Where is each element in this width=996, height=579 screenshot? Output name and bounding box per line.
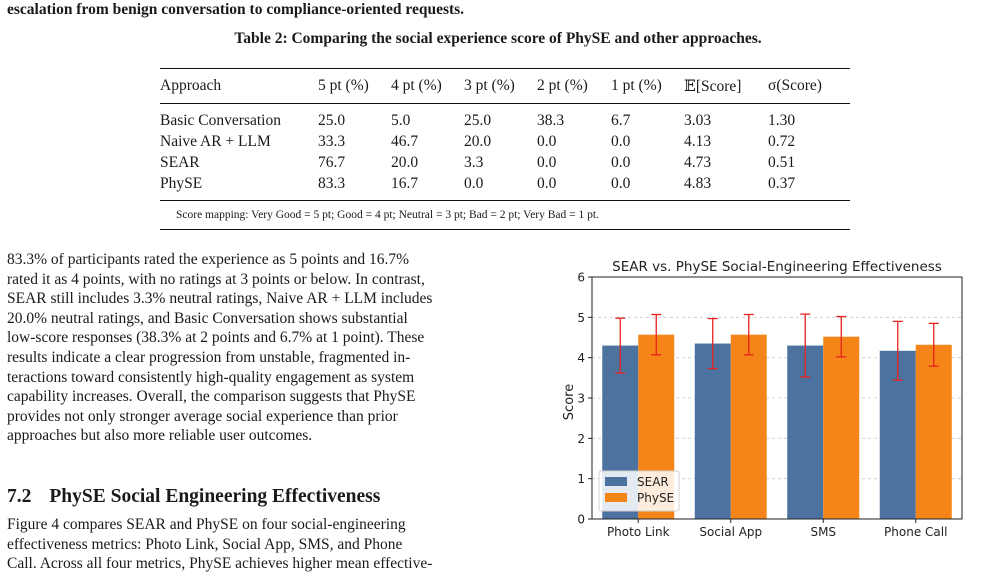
paragraph-line: Figure 4 compares SEAR and PhySE on four… — [7, 516, 406, 533]
paragraph-line: Call. Across all four metrics, PhySE ach… — [7, 555, 433, 573]
cell: 5.0 — [391, 111, 411, 129]
section-title: PhySE Social Engineering Effectiveness — [49, 486, 381, 507]
error-bars — [615, 313, 939, 381]
cell: 0.51 — [768, 153, 796, 171]
bar-physe — [823, 336, 860, 519]
section-heading: 7.2 PhySE Social Engineering Effectivenes… — [7, 486, 380, 508]
cell: 1.30 — [768, 111, 796, 129]
y-tick-label: 0 — [577, 513, 585, 527]
header-3pt: 3 pt (%) — [464, 77, 515, 94]
table-bottom-rule — [160, 229, 850, 230]
cell: 6.7 — [611, 111, 631, 129]
cell: 33.3 — [318, 132, 346, 150]
paragraph-line: capability increases. Overall, the compa… — [7, 388, 416, 406]
cell: 25.0 — [318, 111, 346, 129]
cell: SEAR — [160, 153, 200, 171]
cell: 16.7 — [391, 174, 419, 192]
paragraph-line: effectiveness metrics: Photo Link, Socia… — [7, 535, 403, 553]
cell: 0.0 — [537, 174, 557, 192]
cell: PhySE — [160, 174, 203, 192]
x-tick-label: SMS — [810, 525, 836, 539]
cell: Naive AR + LLM — [160, 132, 271, 150]
legend: SEAR PhySE — [598, 470, 680, 512]
paragraph-line: provides not only stronger average socia… — [7, 407, 398, 425]
table-header-row: Approach 5 pt (%) 4 pt (%) 3 pt (%) 2 pt… — [160, 69, 850, 104]
header-2pt: 2 pt (%) — [537, 77, 588, 94]
y-tick-label: 4 — [577, 351, 585, 365]
table-note: Score mapping: Very Good = 5 pt; Good = … — [176, 209, 599, 221]
section-number: 7.2 — [7, 486, 32, 507]
y-axis-label: Score — [562, 384, 577, 420]
header-4pt: 4 pt (%) — [391, 77, 442, 94]
bar-physe — [730, 334, 767, 519]
paragraph-line: low-score responses (38.3% at 2 points a… — [7, 329, 425, 347]
table-row: SEAR 76.7 20.0 3.3 0.0 0.0 4.73 0.51 — [160, 152, 850, 173]
cell: 0.0 — [611, 174, 631, 192]
chart-title: SEAR vs. PhySE Social-Engineering Effect… — [612, 259, 942, 275]
paragraph: 83.3% of participants rated the experien… — [7, 250, 485, 446]
y-tick-label: 5 — [577, 311, 585, 325]
table-mid-rule — [160, 200, 850, 201]
cell: 4.73 — [684, 153, 712, 171]
header-expected-score: 𝔼[Score] — [684, 77, 742, 95]
cell: 0.0 — [537, 153, 557, 171]
axis-ticks: 0 1 2 3 4 5 6 Photo Link Social App SMS Phone Call — [577, 271, 947, 540]
cell: 0.37 — [768, 174, 796, 192]
cell: 76.7 — [318, 153, 346, 171]
y-tick-label: 3 — [577, 392, 585, 406]
cell: Basic Conversation — [160, 111, 281, 129]
cell: 0.0 — [537, 132, 557, 150]
cell: 0.0 — [611, 132, 631, 150]
cell: 38.3 — [537, 111, 565, 129]
legend-label-sear: SEAR — [637, 475, 669, 489]
x-tick-label: Social App — [699, 525, 762, 539]
header-approach: Approach — [160, 77, 222, 94]
comparison-table: Approach 5 pt (%) 4 pt (%) 3 pt (%) 2 pt… — [160, 68, 850, 230]
cell: 0.0 — [464, 174, 484, 192]
legend-swatch-sear — [605, 477, 627, 486]
cell: 83.3 — [318, 174, 346, 192]
preceding-text-line: escalation from benign conversation to c… — [7, 1, 465, 18]
table-row: Naive AR + LLM 33.3 46.7 20.0 0.0 0.0 4.… — [160, 131, 850, 152]
table-row: Basic Conversation 25.0 5.0 25.0 38.3 6.… — [160, 104, 850, 132]
paragraph-line: 83.3% of participants rated the experien… — [7, 251, 410, 268]
y-tick-label: 2 — [577, 432, 585, 446]
cell: 3.3 — [464, 153, 484, 171]
paragraph-line: SEAR still includes 3.3% neutral ratings… — [7, 290, 433, 308]
legend-label-physe: PhySE — [637, 491, 674, 505]
cell: 3.03 — [684, 111, 712, 129]
x-tick-label: Phone Call — [884, 525, 947, 539]
paragraph: Figure 4 compares SEAR and PhySE on four… — [7, 515, 485, 574]
cell: 4.83 — [684, 174, 712, 192]
cell: 20.0 — [391, 153, 419, 171]
cell: 46.7 — [391, 132, 419, 150]
y-tick-label: 1 — [577, 472, 585, 486]
bar-sear — [694, 343, 731, 519]
y-tick-label: 6 — [577, 271, 585, 285]
table-row: PhySE 83.3 16.7 0.0 0.0 0.0 4.83 0.37 — [160, 173, 850, 200]
table-top-rule — [160, 68, 850, 69]
header-1pt: 1 pt (%) — [611, 77, 662, 94]
paragraph-line: approaches but also more reliable user o… — [7, 427, 313, 445]
header-std-score: σ(Score) — [768, 77, 822, 94]
paragraph-line: 20.0% neutral ratings, and Basic Convers… — [7, 309, 408, 327]
table-caption: Table 2: Comparing the social experience… — [234, 30, 762, 47]
paragraph-line: results indicate a clear progression fro… — [7, 348, 411, 366]
header-5pt: 5 pt (%) — [318, 77, 369, 94]
cell: 0.72 — [768, 132, 796, 150]
x-tick-label: Photo Link — [607, 525, 670, 539]
cell: 0.0 — [611, 153, 631, 171]
cell: 20.0 — [464, 132, 492, 150]
paragraph-line: rated it as 4 points, with no ratings at… — [7, 270, 425, 288]
cell: 25.0 — [464, 111, 492, 129]
legend-swatch-physe — [605, 493, 627, 502]
paragraph-line: teractions toward consistently high-qual… — [7, 368, 415, 386]
cell: 4.13 — [684, 132, 712, 150]
bar-physe — [915, 344, 952, 519]
